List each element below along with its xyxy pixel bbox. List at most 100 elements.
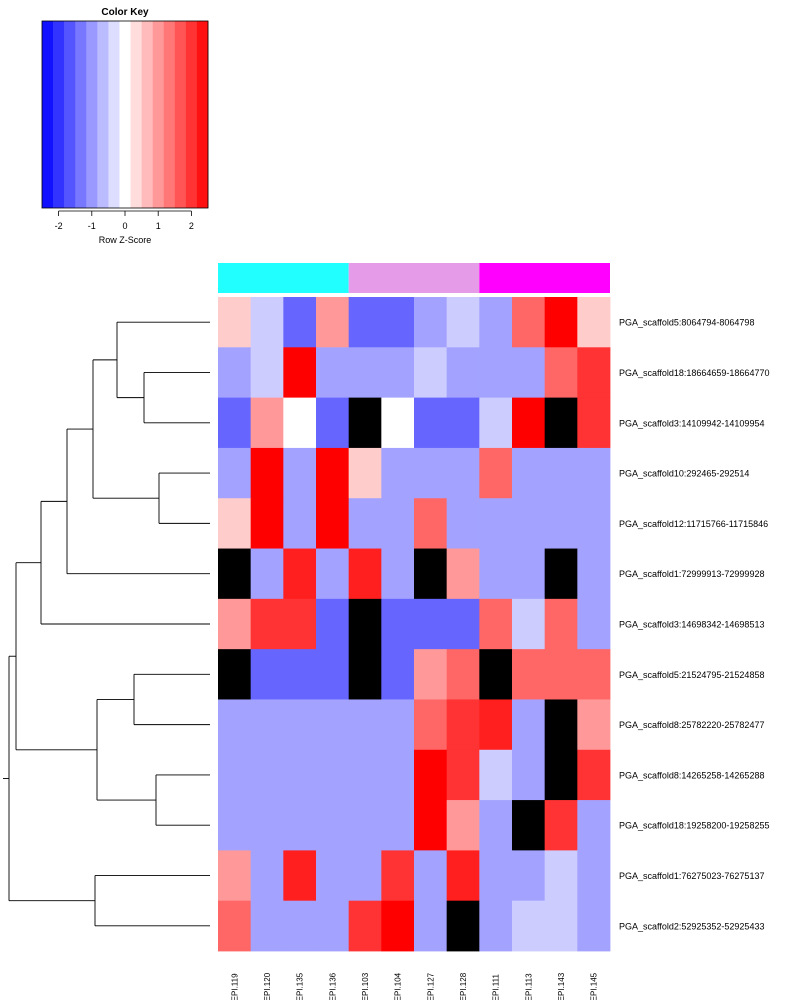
heatmap-cell [283, 649, 317, 700]
column-label: el_EPI.143 [557, 972, 566, 1000]
row-dendrogram [3, 321, 210, 927]
color-key-bin [185, 21, 198, 208]
heatmap-cell [381, 649, 415, 700]
heatmap-cell [577, 498, 611, 549]
heatmap-cell [283, 900, 317, 952]
heatmap-cell [479, 397, 513, 449]
heatmap-cell [283, 548, 317, 600]
heatmap-cell [544, 347, 578, 399]
row-label: PGA_scaffold5:8064794-8064798 [619, 318, 754, 328]
heatmap-cell [316, 598, 350, 650]
row-label: PGA_scaffold10:292465-292514 [619, 469, 749, 479]
color-key-axis: -2 -1 0 1 2 [55, 210, 194, 231]
heatmap-cell [577, 850, 611, 902]
heatmap-cell [250, 850, 284, 902]
color-key-tick-label: 1 [156, 221, 161, 231]
column-group-swatch [218, 263, 349, 293]
heatmap-cell [479, 347, 513, 399]
heatmap-cell [414, 297, 448, 348]
color-key-bin [152, 21, 165, 208]
column-label: el_EPI.145 [590, 972, 599, 1000]
column-label: el_EPI.119 [230, 973, 239, 1000]
color-key-bin [163, 21, 176, 208]
heatmap-cell [250, 749, 284, 801]
column-label: el_EPI.136 [328, 972, 337, 1000]
heatmap-cell [250, 649, 284, 700]
heatmap-cell [218, 699, 252, 751]
heatmap-cell [544, 598, 578, 650]
heatmap-cell [348, 800, 382, 851]
heatmap-cell [414, 598, 448, 650]
heatmap-cell [348, 598, 382, 650]
heatmap-cell [544, 800, 578, 851]
heatmap-cell [577, 397, 611, 449]
heatmap-cell [283, 598, 317, 650]
heatmap-cell [283, 397, 317, 449]
heatmap-cell [512, 800, 546, 851]
heatmap-cell [446, 498, 480, 549]
column-label: el_EPI.127 [426, 972, 435, 1000]
heatmap-cell [283, 498, 317, 549]
heatmap-cell [446, 297, 480, 348]
heatmap-cell [446, 900, 480, 952]
heatmap-cell [316, 297, 350, 348]
heatmap-cell [283, 447, 317, 499]
color-key-bin [42, 21, 54, 208]
heatmap-cell [381, 347, 415, 399]
heatmap-cell [381, 749, 415, 801]
heatmap-cell [218, 749, 252, 801]
color-key-bin [97, 21, 109, 208]
heatmap-cell [544, 699, 578, 751]
heatmap-cell [577, 447, 611, 499]
color-key-bin [130, 21, 142, 208]
heatmap-cell [348, 297, 382, 348]
heatmap-cell [348, 397, 382, 449]
row-label: PGA_scaffold5:21524795-21524858 [619, 670, 764, 680]
heatmap-cell [414, 749, 448, 801]
heatmap-cell [218, 297, 252, 348]
heatmap-cell [316, 800, 350, 851]
heatmap-cell [479, 749, 513, 801]
heatmap-cell [577, 699, 611, 751]
heatmap-cell [316, 548, 350, 600]
heatmap-cell [512, 447, 546, 499]
heatmap-cell [577, 800, 611, 851]
color-key-xlabel: Row Z-Score [99, 235, 152, 245]
heatmap-cell [316, 699, 350, 751]
heatmap-cell [446, 850, 480, 902]
heatmap-cell [250, 498, 284, 549]
heatmap-cell [512, 397, 546, 449]
heatmap-cell [577, 548, 611, 600]
heatmap-cell [316, 498, 350, 549]
color-key-frame [41, 20, 209, 209]
heatmap-cell [250, 548, 284, 600]
column-labels: el_EPI.119 el_EPI.120 el_EPI.135 el_EPI.136… [230, 972, 598, 1000]
heatmap-cell [414, 850, 448, 902]
heatmap-cell [414, 397, 448, 449]
row-label: PGA_scaffold18:18664659-18664770 [619, 368, 769, 378]
heatmap-cell [348, 548, 382, 600]
heatmap-cell [512, 699, 546, 751]
heatmap-cell [544, 850, 578, 902]
heatmap-cell [348, 649, 382, 700]
color-key-bin [64, 21, 76, 208]
heatmap-cell [512, 598, 546, 650]
color-key-tick-label: 2 [189, 221, 194, 231]
heatmap-cell [381, 548, 415, 600]
heatmap-cell [577, 749, 611, 801]
heatmap-cell [283, 297, 317, 348]
heatmap-cell [479, 548, 513, 600]
heatmap-cell [250, 347, 284, 399]
heatmap-cell [250, 800, 284, 851]
heatmap-cell [479, 447, 513, 499]
row-label: PGA_scaffold1:76275023-76275137 [619, 871, 764, 881]
heatmap-cell [218, 649, 252, 700]
heatmap-cell [544, 548, 578, 600]
heatmap-cell [544, 649, 578, 700]
heatmap-cell [316, 749, 350, 801]
heatmap-cell [544, 900, 578, 952]
heatmap-cell [512, 749, 546, 801]
heatmap-cell [479, 900, 513, 952]
color-key-bin [174, 21, 187, 208]
heatmap-cell [512, 347, 546, 399]
